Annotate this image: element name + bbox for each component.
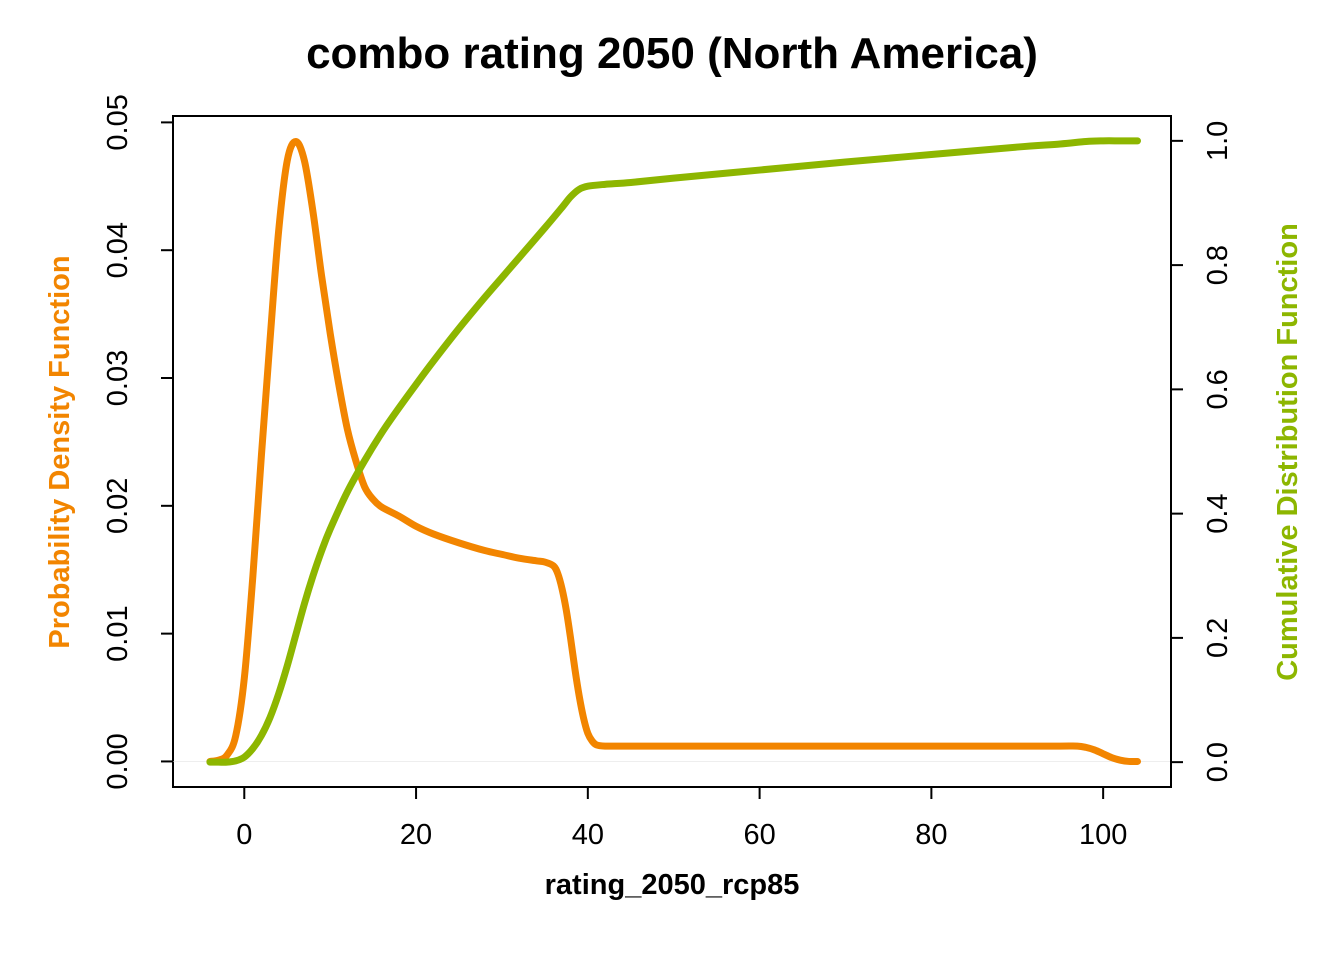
x-tick-label: 60 bbox=[743, 819, 775, 851]
y-left-tick-label: 0.00 bbox=[102, 733, 134, 789]
y-right-tick-label: 0.8 bbox=[1202, 245, 1234, 285]
x-tick-label: 20 bbox=[400, 819, 432, 851]
x-tick-label: 100 bbox=[1079, 819, 1127, 851]
y-left-tick-label: 0.05 bbox=[102, 94, 134, 150]
y-left-tick-label: 0.04 bbox=[102, 222, 134, 278]
y-right-tick-label: 0.4 bbox=[1202, 493, 1234, 533]
y-right-tick-label: 0.6 bbox=[1202, 369, 1234, 409]
y-left-tick-label: 0.02 bbox=[102, 478, 134, 534]
y-right-tick-label: 0.0 bbox=[1202, 742, 1234, 782]
y-right-axis-label: Cumulative Distribution Function bbox=[1272, 223, 1304, 681]
chart-title: combo rating 2050 (North America) bbox=[306, 29, 1038, 78]
y-left-tick-label: 0.01 bbox=[102, 605, 134, 661]
y-left-axis-label: Probability Density Function bbox=[44, 255, 76, 648]
plot-frame bbox=[172, 115, 1172, 788]
pdf-series-line bbox=[206, 138, 1141, 766]
x-tick-label: 0 bbox=[236, 819, 252, 851]
y-left-tick-label: 0.03 bbox=[102, 350, 134, 406]
x-tick-label: 80 bbox=[915, 819, 947, 851]
cdf-series-line bbox=[206, 137, 1141, 766]
x-tick-label: 40 bbox=[572, 819, 604, 851]
y-left-axis: 0.00 0.01 0.02 0.03 0.04 0.05 bbox=[102, 94, 174, 790]
y-right-tick-label: 0.2 bbox=[1202, 618, 1234, 658]
x-axis: 0 20 40 60 80 100 bbox=[236, 786, 1127, 851]
x-axis-label: rating_2050_rcp85 bbox=[545, 869, 800, 901]
y-right-tick-label: 1.0 bbox=[1202, 121, 1234, 161]
y-right-axis: 0.0 0.2 0.4 0.6 0.8 1.0 bbox=[1170, 121, 1234, 782]
